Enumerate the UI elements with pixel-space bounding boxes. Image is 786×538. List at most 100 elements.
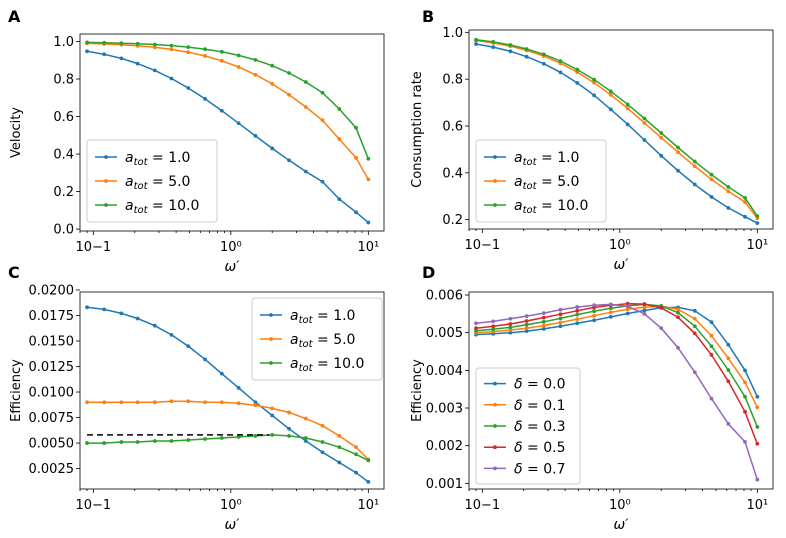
data-point xyxy=(726,421,731,426)
series-line-0 xyxy=(475,43,758,224)
series-line-2 xyxy=(475,39,758,217)
data-point xyxy=(592,318,597,323)
series-line-2 xyxy=(86,41,369,160)
data-point xyxy=(236,53,241,58)
data-point xyxy=(692,164,697,169)
data-point xyxy=(743,195,747,200)
data-point xyxy=(219,108,224,113)
data-point xyxy=(320,179,325,184)
legend-subscript: tot xyxy=(523,157,538,168)
data-point xyxy=(270,433,275,437)
data-point xyxy=(625,122,630,127)
data-point xyxy=(366,458,371,463)
data-point xyxy=(575,312,580,317)
y-tick-label: 0.0150 xyxy=(29,334,75,349)
data-point xyxy=(203,97,208,101)
panel-label: B xyxy=(422,7,434,26)
data-point xyxy=(592,80,597,85)
data-point xyxy=(152,42,157,47)
legend-swatch-marker xyxy=(493,466,497,471)
data-point xyxy=(253,57,258,62)
y-tick-label: 0.006 xyxy=(426,289,463,304)
y-tick-label: 0.8 xyxy=(53,73,74,88)
data-point xyxy=(726,379,731,384)
data-point xyxy=(219,371,224,376)
legend-symbol: a xyxy=(290,308,299,324)
legend-symbol: a xyxy=(514,150,523,166)
data-point xyxy=(169,43,174,48)
data-point xyxy=(236,65,241,69)
data-point xyxy=(491,324,496,329)
data-point xyxy=(169,332,174,337)
data-point xyxy=(287,158,291,163)
data-point xyxy=(625,106,630,111)
data-point xyxy=(743,394,747,399)
data-point xyxy=(755,477,760,482)
legend-label: atot = 5.0 xyxy=(125,174,190,192)
y-tick-label: 0.002 xyxy=(426,439,463,454)
legend-value: = 10.0 xyxy=(537,198,589,214)
legend-box xyxy=(251,297,383,381)
x-tick-label: 10¹ xyxy=(357,240,379,255)
legend-swatch-marker xyxy=(493,445,497,450)
data-point xyxy=(692,308,697,313)
data-point xyxy=(474,42,478,46)
data-point xyxy=(119,41,124,46)
data-point xyxy=(755,441,760,446)
series-line-1 xyxy=(475,39,758,219)
plot-area xyxy=(85,305,371,484)
data-point xyxy=(575,317,580,322)
data-point xyxy=(608,92,613,97)
data-point xyxy=(625,304,630,309)
data-point xyxy=(692,182,697,187)
panel-label: C xyxy=(8,263,20,282)
x-axis-label: ω′ xyxy=(225,259,241,275)
data-point xyxy=(541,315,546,320)
legend-label: atot = 1.0 xyxy=(125,150,190,168)
series-line-4 xyxy=(475,303,759,480)
data-point xyxy=(692,316,697,321)
y-tick-label: 0.0125 xyxy=(29,360,75,375)
legend-symbol: δ xyxy=(514,398,523,414)
data-point xyxy=(541,311,546,315)
data-point xyxy=(726,189,731,194)
y-tick-label: 0.2 xyxy=(53,185,74,200)
data-point xyxy=(303,105,308,109)
legend-subscript: tot xyxy=(134,205,149,216)
data-point xyxy=(642,308,647,313)
data-point xyxy=(303,436,308,440)
data-point xyxy=(119,311,124,316)
data-point xyxy=(676,150,680,155)
legend-value: = 5.0 xyxy=(148,174,191,190)
legend-swatch-marker xyxy=(104,179,108,183)
data-point xyxy=(474,321,478,326)
data-point xyxy=(692,159,697,164)
data-point xyxy=(575,321,580,326)
legend-label: atot = 10.0 xyxy=(125,198,199,216)
data-point xyxy=(709,353,714,357)
data-point xyxy=(659,135,664,140)
series-line-0 xyxy=(475,306,758,398)
data-point xyxy=(575,67,580,72)
legend: δ = 0.0δ = 0.1δ = 0.3δ = 0.5δ = 0.7 xyxy=(475,367,581,485)
x-tick-label: 10⁰ xyxy=(220,498,242,513)
series-line-1 xyxy=(475,305,758,408)
legend-value: = 0.1 xyxy=(523,398,566,414)
data-point xyxy=(320,450,325,455)
data-point xyxy=(253,403,258,408)
data-point xyxy=(219,400,224,405)
axes-frame xyxy=(79,291,385,490)
data-point xyxy=(366,479,371,484)
data-point xyxy=(608,306,613,311)
axes-frame xyxy=(468,29,774,230)
data-point xyxy=(169,47,174,52)
legend-swatch-marker xyxy=(493,179,497,183)
data-point xyxy=(541,61,546,66)
data-point xyxy=(366,156,371,161)
data-point xyxy=(558,320,563,325)
series-line-2 xyxy=(87,434,369,462)
legend-value: = 0.5 xyxy=(523,440,566,456)
y-tick-label: 0.6 xyxy=(442,119,463,134)
legend-label: atot = 10.0 xyxy=(290,356,364,374)
